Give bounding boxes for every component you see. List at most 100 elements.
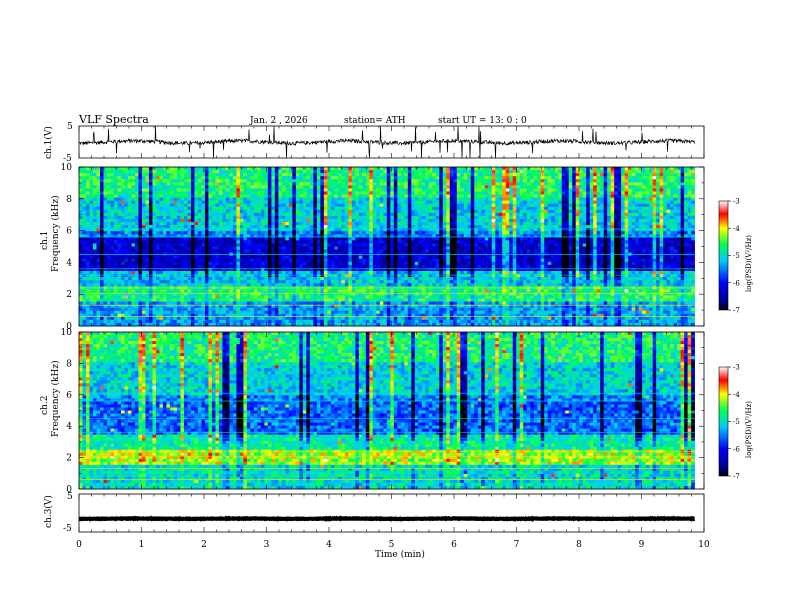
spectrogram-cell bbox=[621, 234, 625, 238]
spectrogram-cell bbox=[628, 188, 632, 192]
spectrogram-cell bbox=[523, 249, 528, 253]
spectrogram-cell bbox=[194, 206, 199, 211]
spectrogram-cell bbox=[236, 197, 241, 201]
spectrogram-cell bbox=[488, 240, 493, 244]
spectrogram-cell bbox=[593, 225, 597, 229]
spectrogram-cell bbox=[453, 176, 458, 180]
spectrogram-cell bbox=[285, 179, 290, 183]
spectrogram-cell bbox=[663, 203, 667, 208]
spectrogram-cell bbox=[400, 240, 405, 244]
spectrogram-cell bbox=[243, 237, 248, 241]
spectrogram-cell bbox=[456, 197, 461, 201]
spectrogram-cell bbox=[530, 191, 535, 195]
spectrogram-cell bbox=[617, 240, 622, 244]
spectrogram-cell bbox=[411, 240, 416, 244]
spectrogram-cell bbox=[680, 231, 685, 235]
spectrogram-cell bbox=[302, 246, 307, 250]
spectrogram-cell bbox=[131, 246, 136, 250]
spectrogram-cell bbox=[428, 185, 433, 189]
spectrogram-cell bbox=[180, 176, 185, 180]
spectrogram-cell bbox=[313, 206, 318, 211]
spectrogram-cell bbox=[208, 222, 213, 226]
spectrogram-cell bbox=[691, 231, 695, 235]
spectrogram-cell bbox=[523, 179, 528, 183]
spectrogram-cell bbox=[351, 179, 356, 183]
spectrogram-cell bbox=[502, 222, 507, 226]
spectrogram-cell bbox=[204, 179, 209, 183]
spectrogram-cell bbox=[663, 191, 667, 195]
spectrogram-cell bbox=[509, 212, 514, 217]
spectrogram-cell bbox=[99, 228, 104, 232]
spectrogram-cell bbox=[365, 179, 370, 183]
spectrogram-cell bbox=[218, 179, 223, 183]
spectrogram-cell bbox=[278, 206, 283, 211]
spectrogram-cell bbox=[435, 170, 440, 174]
spectrogram-cell bbox=[603, 167, 608, 171]
spectrogram-cell bbox=[670, 185, 674, 189]
spectrogram-cell bbox=[197, 176, 202, 180]
spectrogram-cell bbox=[484, 249, 489, 253]
spectrogram-cell bbox=[428, 176, 433, 180]
spectrogram-cell bbox=[246, 200, 251, 204]
spectrogram-cell bbox=[621, 191, 625, 195]
spectrogram-cell bbox=[568, 218, 573, 223]
ch1-ylabel: ch.1(V) bbox=[43, 126, 54, 159]
spectrogram-cell bbox=[124, 231, 129, 235]
spectrogram-cell bbox=[274, 234, 279, 238]
spectrogram-cell bbox=[99, 194, 104, 198]
spectrogram-cell bbox=[351, 206, 356, 211]
spectrogram-cell bbox=[176, 222, 181, 226]
spectrogram-cell bbox=[463, 167, 468, 171]
spectrogram-cell bbox=[155, 182, 160, 186]
spectrogram-cell bbox=[474, 228, 479, 232]
spectrogram-cell bbox=[222, 246, 227, 250]
spectrogram-cell bbox=[554, 234, 559, 238]
spectrogram-cell bbox=[285, 203, 290, 208]
spectrogram-cell bbox=[393, 209, 398, 214]
spectrogram-cell bbox=[495, 176, 500, 180]
spectrogram-cell bbox=[621, 231, 625, 235]
spectrogram-cell bbox=[124, 167, 129, 171]
spectrogram-cell bbox=[628, 243, 632, 247]
spectrogram-cell bbox=[600, 170, 604, 174]
spectrogram-cell bbox=[274, 240, 279, 244]
spectrogram-cell bbox=[442, 249, 447, 253]
spectrogram-cell bbox=[418, 203, 423, 208]
spectrogram-cell bbox=[589, 176, 594, 180]
spectrogram-cell bbox=[204, 197, 209, 201]
spectrogram-cell bbox=[358, 206, 363, 211]
spectrogram-cell bbox=[162, 173, 167, 177]
spectrogram-cell bbox=[267, 185, 272, 189]
spectrogram-cell bbox=[421, 173, 426, 177]
spectrogram-cell bbox=[624, 237, 629, 241]
spectrogram-cell bbox=[558, 234, 563, 238]
spectrogram-cell bbox=[113, 215, 118, 220]
spectrogram-cell bbox=[624, 170, 629, 174]
spectrogram-cell bbox=[218, 222, 223, 226]
spectrogram-cell bbox=[596, 194, 601, 198]
spectrogram-cell bbox=[586, 197, 590, 201]
spectrogram-cell bbox=[281, 170, 286, 174]
spectrogram-cell bbox=[204, 234, 209, 238]
spectrogram-cell bbox=[684, 243, 688, 247]
spectrogram-cell bbox=[260, 191, 265, 195]
spectrogram-cell bbox=[505, 194, 510, 198]
spectrogram-cell bbox=[145, 240, 150, 244]
spectrogram-cell bbox=[428, 197, 433, 201]
spectrogram-cell bbox=[600, 212, 604, 217]
spectrogram-cell bbox=[337, 188, 342, 192]
spectrogram-cell bbox=[204, 212, 209, 217]
spectrogram-cell bbox=[572, 228, 576, 232]
spectrogram-cell bbox=[194, 237, 199, 241]
spectrogram-cell bbox=[456, 234, 461, 238]
spectrogram-cell bbox=[152, 225, 157, 229]
spectrogram-cell bbox=[246, 237, 251, 241]
spectrogram-cell bbox=[169, 234, 174, 238]
spectrogram-cell bbox=[596, 234, 601, 238]
spectrogram-cell bbox=[404, 206, 409, 211]
spectrogram-cell bbox=[677, 237, 681, 241]
spectrogram-cell bbox=[79, 179, 83, 183]
spectrogram-cell bbox=[131, 249, 136, 253]
spectrogram-cell bbox=[313, 182, 318, 186]
spectrogram-cell bbox=[369, 203, 374, 208]
